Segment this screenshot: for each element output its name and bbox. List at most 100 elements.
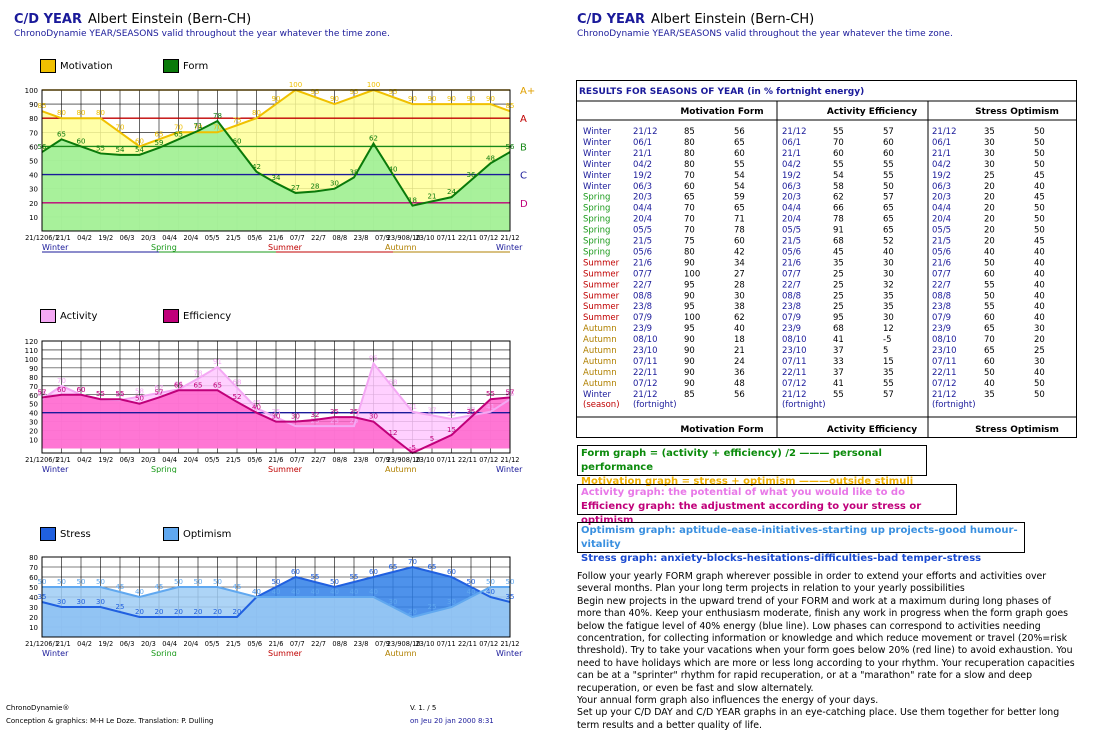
- data-label: 40: [272, 588, 281, 596]
- date-cell: 06/1: [932, 138, 951, 148]
- date-cell: 23/8: [932, 302, 951, 312]
- value-cell: 30: [1034, 324, 1045, 334]
- data-label: 60: [369, 568, 378, 576]
- value-cell: 55: [883, 379, 894, 389]
- x-tick-label: 23/908/10: [387, 234, 421, 242]
- value-cell: 20: [984, 226, 995, 236]
- season-label: Autumn: [385, 649, 417, 656]
- season-cell: Winter: [583, 127, 612, 137]
- data-label: 24: [447, 188, 456, 196]
- data-label: 36: [467, 171, 476, 179]
- value-cell: 71: [734, 215, 745, 225]
- data-label: 20: [233, 608, 242, 616]
- data-label: 70: [194, 123, 203, 131]
- x-tick-label: 23/908/10: [387, 640, 421, 648]
- footer-right: V. 1. / 5 on Jeu 20 jan 2000 8:31: [410, 704, 494, 725]
- version: V. 1. / 5: [410, 704, 437, 712]
- season-label: Autumn: [385, 243, 417, 252]
- x-tick-label: 20/3: [141, 640, 156, 648]
- date-cell: 06/3: [782, 182, 801, 192]
- value-cell: 30: [883, 258, 894, 268]
- x-tick-label: 06/3: [120, 234, 135, 242]
- data-label: 40: [389, 166, 398, 174]
- date-cell: 21/12: [932, 390, 957, 400]
- x-tick-label: 21/6: [269, 640, 284, 648]
- x-tick-label: 05/6: [247, 234, 262, 242]
- data-label: 50: [213, 578, 222, 586]
- x-tick-label: 21/5: [226, 234, 241, 242]
- data-label: 60: [447, 568, 456, 576]
- value-cell: 57: [883, 193, 894, 203]
- data-label: 75: [233, 116, 242, 124]
- x-tick-label: 20/3: [141, 234, 156, 242]
- legend-label: Activity: [60, 310, 98, 322]
- date-cell: 05/5: [932, 226, 951, 236]
- data-label: 60: [57, 386, 66, 394]
- value-cell: 25: [833, 269, 844, 279]
- optimism-stress-box: Optimism graph: aptitude-ease-initiative…: [577, 522, 1025, 564]
- data-label: 34: [272, 174, 281, 182]
- x-tick-label: 20/4: [184, 234, 199, 242]
- value-cell: 50: [984, 258, 995, 268]
- date-cell: 23/9: [782, 324, 801, 334]
- value-cell: 91: [833, 226, 844, 236]
- value-cell: 70: [984, 335, 995, 345]
- value-cell: 25: [984, 171, 995, 181]
- data-label: 65: [194, 381, 203, 389]
- form-explanation: Form graph = (activity + efficiency) /2 …: [581, 448, 882, 473]
- data-label: 59: [155, 139, 164, 147]
- data-label: 80: [57, 109, 66, 117]
- data-label: 28: [311, 183, 320, 191]
- season-cell: Winter: [583, 171, 612, 181]
- advice-paragraph: Set up your C/D DAY and C/D YEAR graphs …: [577, 707, 1060, 731]
- series-area-optimism: [42, 587, 510, 637]
- person-name: Albert Einstein (Bern-CH): [87, 12, 252, 27]
- data-label: 50: [77, 578, 86, 586]
- date-cell: 07/9: [932, 313, 951, 323]
- value-cell: 18: [734, 335, 745, 345]
- data-label: 95: [369, 354, 378, 362]
- value-cell: 40: [1034, 258, 1045, 268]
- x-tick-label: 07/11: [437, 456, 456, 464]
- data-label: 50: [467, 578, 476, 586]
- column-footer: Activity Efficiency: [827, 425, 917, 435]
- data-label: 90: [486, 95, 495, 103]
- season-label: Spring: [151, 465, 177, 473]
- legend-label: Motivation: [60, 60, 113, 72]
- value-cell: 32: [883, 280, 894, 290]
- date-cell: 20/3: [782, 193, 801, 203]
- season-cell: Winter: [583, 138, 612, 148]
- season-cell: Spring: [583, 247, 610, 257]
- data-label: 20: [155, 608, 164, 616]
- data-label: 20: [194, 608, 203, 616]
- date-cell: 23/10: [782, 346, 807, 356]
- date-cell: 06/1: [782, 138, 801, 148]
- legend-label: Optimism: [183, 528, 232, 540]
- season-cell: Winter: [583, 390, 612, 400]
- date-cell: 07/7: [633, 269, 652, 279]
- efficiency-swatch: [163, 309, 179, 323]
- data-label: 65: [57, 130, 66, 138]
- value-cell: 65: [684, 193, 695, 203]
- value-cell: 70: [684, 215, 695, 225]
- x-tick-label: 19/2: [98, 640, 113, 648]
- data-label: 30: [330, 180, 339, 188]
- motivation-swatch: [40, 59, 56, 73]
- data-label: 25: [330, 417, 339, 425]
- series-line-efficiency: [41, 389, 511, 455]
- data-label: 30: [57, 598, 66, 606]
- value-cell: 62: [734, 313, 745, 323]
- date-cell: 23/8: [633, 302, 652, 312]
- value-cell: 65: [984, 324, 995, 334]
- season-label: Summer: [268, 649, 303, 656]
- value-cell: 90: [684, 368, 695, 378]
- value-cell: 48: [734, 379, 745, 389]
- legend-efficiency: Efficiency: [163, 309, 231, 323]
- value-cell: 65: [883, 204, 894, 214]
- value-cell: 100: [684, 313, 700, 323]
- data-label: 70: [57, 377, 66, 385]
- value-cell: 40: [883, 247, 894, 257]
- data-label: 60: [77, 386, 86, 394]
- data-label: 90: [330, 95, 339, 103]
